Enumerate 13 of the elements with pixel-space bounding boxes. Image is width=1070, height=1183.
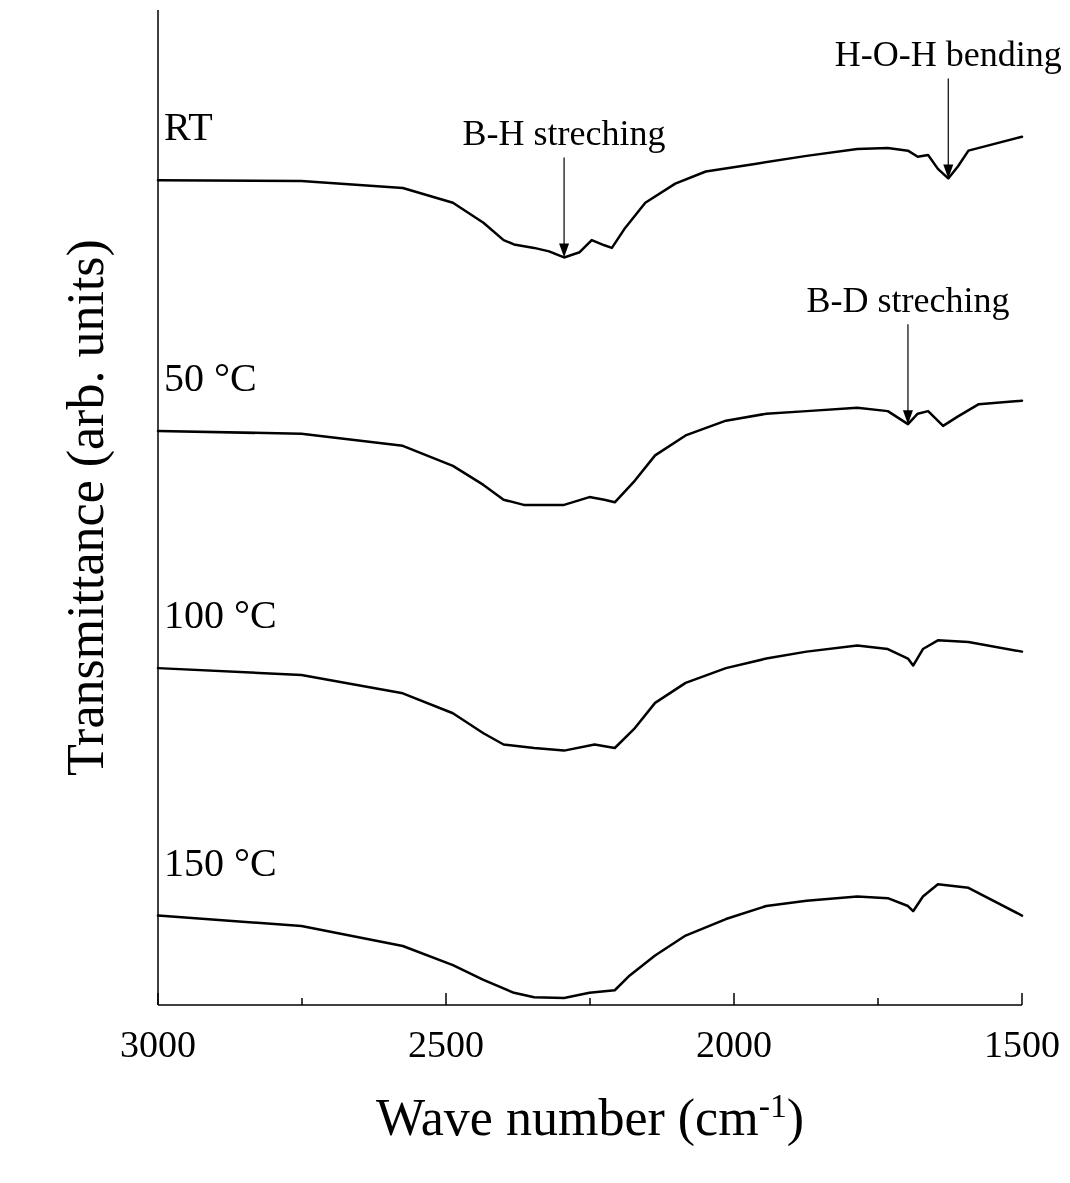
x-tick-label: 3000 xyxy=(120,1023,196,1065)
annotation: B-H streching xyxy=(462,113,666,154)
annotation: B-D streching xyxy=(806,280,1010,321)
x-tick-label: 2500 xyxy=(408,1023,484,1065)
series-label: RT xyxy=(164,104,213,150)
x-axis-title: Wave number (cm$^{-1}$) xyxy=(375,1086,805,1147)
x-tick-label: 1500 xyxy=(984,1023,1060,1065)
series-label: 100 °C xyxy=(164,592,277,638)
x-tick-label: 2000 xyxy=(696,1023,772,1065)
annotation: H-O-H bending xyxy=(834,34,1062,75)
y-axis-title: Transmittance (arb. units) xyxy=(57,239,115,776)
series-label: 50 °C xyxy=(164,355,257,401)
series-label: 150 °C xyxy=(164,839,277,885)
